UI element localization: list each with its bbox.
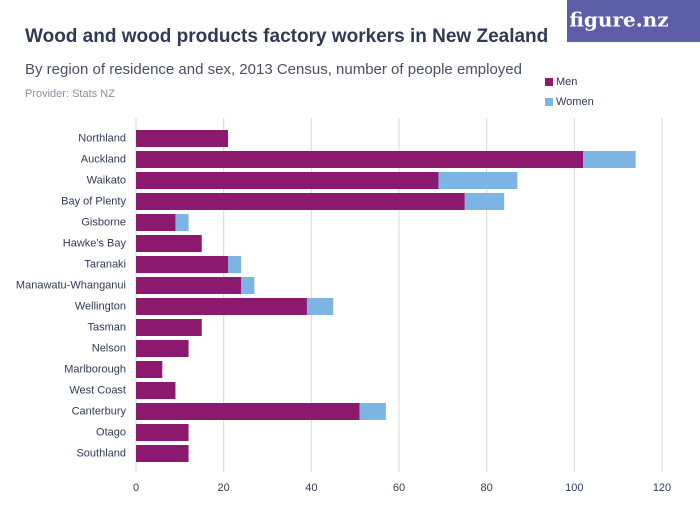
bar-segment xyxy=(136,172,439,189)
bar-segment xyxy=(136,214,176,231)
y-tick-label: Tasman xyxy=(87,321,126,333)
chart-title: Wood and wood products factory workers i… xyxy=(25,26,548,47)
bar-segment xyxy=(136,130,229,147)
y-tick-label: Otago xyxy=(96,426,126,438)
y-tick-label: Northland xyxy=(78,132,126,144)
bar-segment xyxy=(136,298,307,315)
bar-segment xyxy=(136,361,163,378)
bar-segment xyxy=(136,424,189,441)
x-tick-label: 80 xyxy=(481,482,493,494)
y-tick-label: Canterbury xyxy=(72,405,127,417)
y-tick-label: Marlborough xyxy=(64,363,126,375)
bar-segment xyxy=(136,256,229,273)
y-tick-label: Auckland xyxy=(81,153,126,165)
bar-segment xyxy=(175,214,189,231)
y-tick-label: Hawke's Bay xyxy=(63,237,127,249)
y-tick-label: Nelson xyxy=(92,342,126,354)
y-tick-label: Wellington xyxy=(75,300,126,312)
y-tick-label: Gisborne xyxy=(81,216,126,228)
bar-segment xyxy=(136,403,360,420)
bar-segment xyxy=(136,382,176,399)
bar-segment xyxy=(306,298,334,315)
x-tick-label: 120 xyxy=(653,482,671,494)
x-tick-label: 0 xyxy=(133,482,139,494)
y-tick-label: Waikato xyxy=(87,174,126,186)
legend-swatch xyxy=(545,78,553,86)
legend-label: Men xyxy=(556,76,577,88)
x-tick-label: 100 xyxy=(565,482,583,494)
x-tick-label: 60 xyxy=(393,482,405,494)
bar-segment xyxy=(241,277,255,294)
legend-label: Women xyxy=(556,96,594,108)
bar-segment xyxy=(583,151,636,168)
x-tick-label: 40 xyxy=(305,482,317,494)
y-tick-label: West Coast xyxy=(69,384,126,396)
bar-segment xyxy=(228,256,242,273)
bar-segment xyxy=(136,235,202,252)
y-tick-label: Taranaki xyxy=(84,258,126,270)
logo-box[interactable] xyxy=(567,0,700,42)
y-tick-label: Bay of Plenty xyxy=(61,195,126,207)
bar-segment xyxy=(438,172,518,189)
bar-segment xyxy=(136,151,584,168)
bar-segment xyxy=(136,319,202,336)
bar-segment xyxy=(359,403,386,420)
bar-segment xyxy=(136,277,242,294)
bar-segment xyxy=(136,340,189,357)
provider: Provider: Stats NZ xyxy=(25,88,115,100)
bar-segment xyxy=(136,445,189,462)
x-tick-label: 20 xyxy=(218,482,230,494)
legend-swatch xyxy=(545,98,553,106)
y-tick-label: Manawatu-Whanganui xyxy=(16,279,126,291)
chart-subtitle: By region of residence and sex, 2013 Cen… xyxy=(25,61,522,78)
bar-segment xyxy=(136,193,465,210)
logo[interactable]: figure.nz xyxy=(569,8,668,32)
y-tick-label: Southland xyxy=(76,447,126,459)
bar-segment xyxy=(464,193,505,210)
